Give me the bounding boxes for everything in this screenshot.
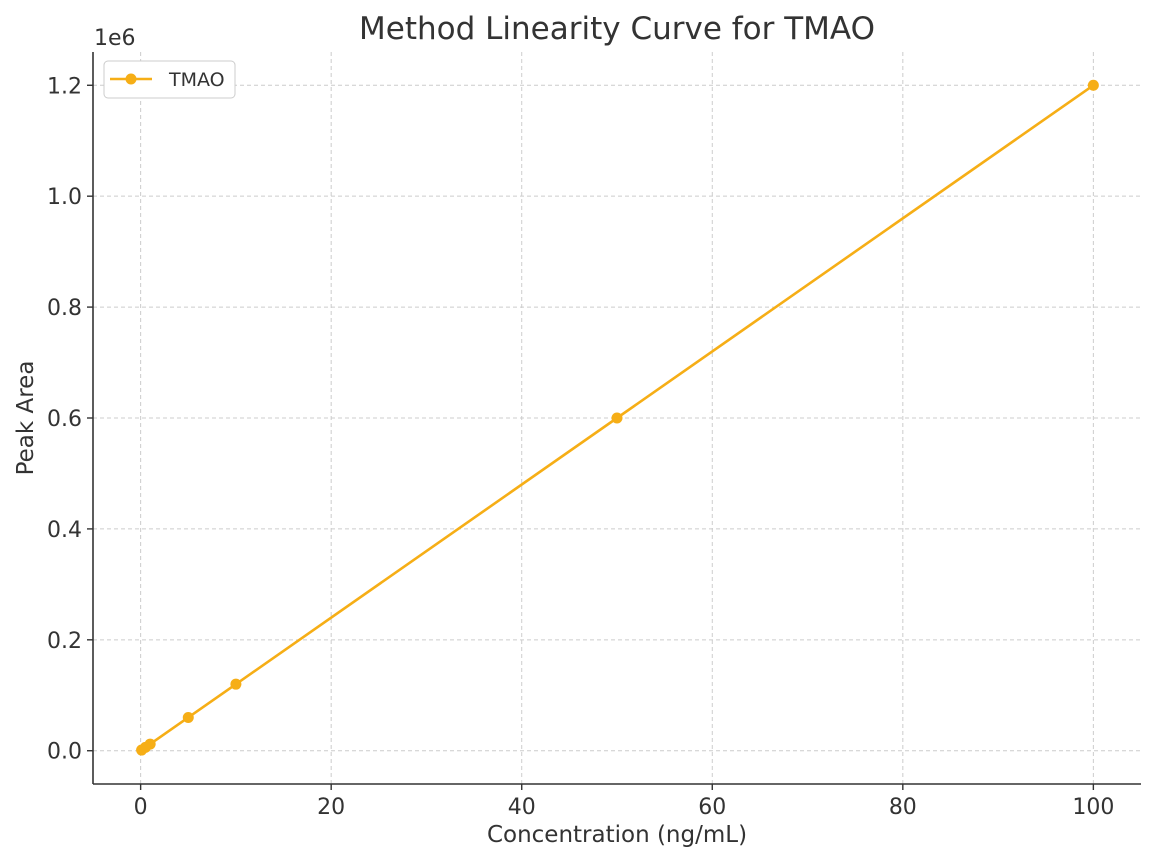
y-tick-label-3: 0.6 [47,407,82,432]
y-tick-label-1: 0.2 [47,629,82,654]
x-tick-label-1: 20 [317,795,345,820]
data-point-tmao-2 [144,738,156,750]
x-tick-label-0: 0 [134,795,148,820]
y-tick-label-5: 1.0 [47,185,82,210]
x-tick-label-2: 40 [508,795,536,820]
y-tick-label-6: 1.2 [47,74,82,99]
series-layer [136,79,1099,756]
tick-labels: 0 20 40 60 80 100 0.0 0.2 0.4 0.6 0.8 1.0 1.2 [47,74,1114,820]
y-axis-label: Peak Area [13,361,39,476]
data-point-tmao-5 [611,412,623,424]
data-point-tmao-6 [1087,79,1099,91]
y-offset-label: 1e6 [94,26,136,51]
x-axis-label: Concentration (ng/mL) [487,822,747,848]
data-point-tmao-3 [182,711,194,723]
x-tick-label-5: 100 [1072,795,1114,820]
axes [87,52,1141,790]
legend-box [103,60,236,99]
y-tick-label-0: 0.0 [47,740,82,765]
legend-marker-swatch [125,73,137,85]
x-tick-label-4: 80 [889,795,917,820]
legend-label-tmao: TMAO [168,69,225,91]
chart-title: Method Linearity Curve for TMAO [359,11,875,47]
legend: TMAO [103,60,236,99]
grid [93,52,1141,784]
y-tick-label-2: 0.4 [47,518,82,543]
y-tick-label-4: 0.8 [47,296,82,321]
data-point-tmao-4 [230,678,242,690]
x-tick-label-3: 60 [698,795,726,820]
